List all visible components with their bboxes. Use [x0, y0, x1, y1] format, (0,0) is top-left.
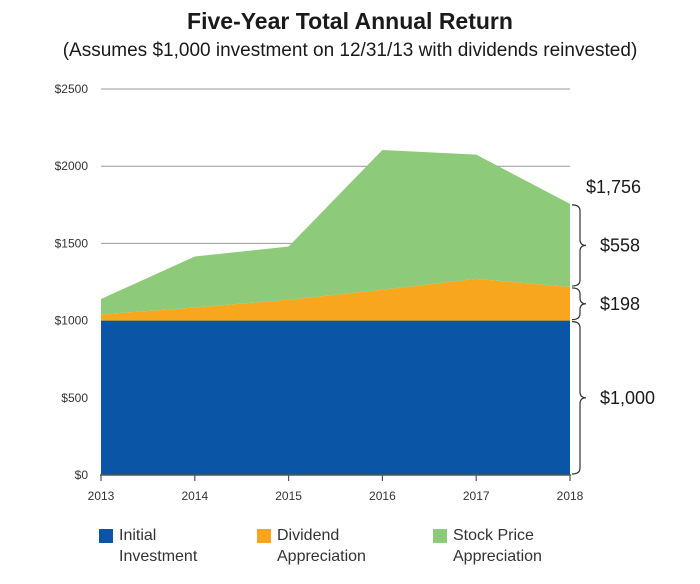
- legend-item-initial: Initial Investment: [99, 525, 197, 567]
- annotation-stock: $558: [600, 235, 640, 255]
- brace-initial: [571, 321, 587, 475]
- x-tick-label-2015: 2015: [275, 489, 302, 503]
- area-dividend: [101, 278, 570, 321]
- area-chart: $0 $500 $1000 $1500 $2000 $2500 2013 2014 2015 20…: [55, 82, 655, 503]
- y-tick-label-500: $500: [61, 391, 88, 405]
- y-tick-label-0: $0: [75, 468, 89, 482]
- annotation-dividend: $198: [600, 294, 640, 314]
- area-initial: [101, 320, 570, 475]
- brace-dividend: [571, 287, 587, 321]
- legend-swatch-dividend: [257, 529, 271, 543]
- y-tick-label-1000: $1000: [55, 314, 89, 328]
- annotation-total: $1,756: [586, 177, 641, 197]
- brace-stock: [571, 204, 587, 287]
- legend-label-initial: Initial Investment: [119, 527, 198, 565]
- legend-item-dividend: Dividend Appreciation: [257, 525, 366, 567]
- y-tick-label-1500: $1500: [55, 236, 89, 250]
- chart-title: Five-Year Total Annual Return: [187, 8, 513, 34]
- legend-label-stock: Stock Price Appreciation: [453, 527, 542, 565]
- annotation-initial: $1,000: [600, 388, 655, 408]
- x-tick-label-2016: 2016: [369, 489, 396, 503]
- chart-subtitle: (Assumes $1,000 investment on 12/31/13 w…: [62, 40, 638, 61]
- chart-legend: Initial Investment Dividend Appreciation…: [0, 525, 700, 584]
- legend-swatch-initial: [99, 529, 113, 543]
- x-tick-label-2018: 2018: [557, 489, 584, 503]
- x-tick-label-2017: 2017: [463, 489, 490, 503]
- legend-swatch-stock: [433, 529, 447, 543]
- legend-label-dividend: Dividend Appreciation: [277, 527, 366, 565]
- area-stock: [101, 149, 570, 315]
- x-tick-label-2014: 2014: [181, 489, 208, 503]
- x-tick-label-2013: 2013: [88, 489, 115, 503]
- y-tick-label-2500: $2500: [55, 82, 89, 96]
- y-tick-label-2000: $2000: [55, 159, 89, 173]
- legend-item-stock: Stock Price Appreciation: [433, 525, 542, 567]
